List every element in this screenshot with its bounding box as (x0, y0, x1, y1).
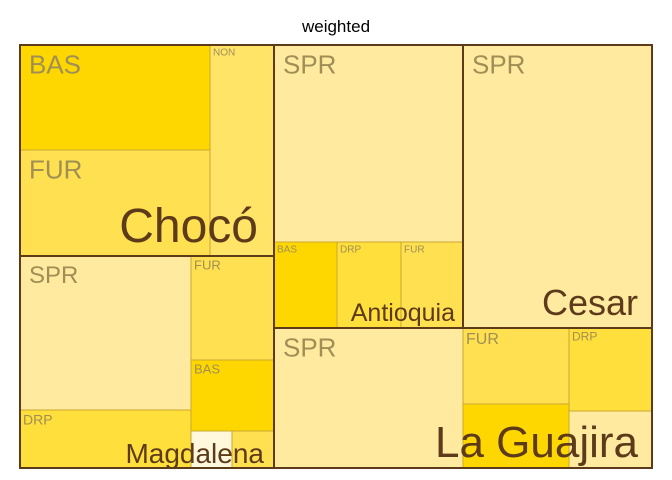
treemap-cell-antioquia-bas: BAS (273, 241, 338, 329)
group-label-la-guajira: La Guajira (435, 418, 639, 467)
treemap-cell-label: NON (213, 48, 235, 59)
cells-layer: BAS FUR NON SPR DRP FUR BAS SPR BAS DRP FUR SPR SPR F… (19, 44, 653, 469)
treemap-cell-choc--bas: BAS (19, 44, 211, 151)
treemap-cell-magdalena-unlabeled-5 (231, 430, 275, 469)
treemap-cell-label: SPR (283, 333, 336, 363)
chart-title: weighted (301, 17, 371, 36)
treemap-cell-label: BAS (194, 361, 220, 376)
treemap-cell-label: FUR (194, 257, 221, 272)
treemap-cell-la-guajira-drp: DRP (568, 327, 653, 412)
treemap-cell-magdalena-spr: SPR (19, 255, 192, 411)
treemap-cell-rect (231, 430, 275, 469)
group-labels-layer: Chocó Magdalena Antioquia Cesar La Guajira (119, 200, 638, 469)
treemap-cell-label: SPR (29, 262, 78, 289)
treemap-cell-rect (273, 44, 464, 243)
treemap-cell-label: DRP (572, 329, 597, 343)
treemap-cell-magdalena-fur: FUR (190, 255, 275, 361)
treemap-cell-antioquia-spr: SPR (273, 44, 464, 243)
treemap-cell-label: BAS (277, 245, 297, 256)
treemap-cell-la-guajira-fur: FUR (462, 327, 570, 405)
group-label-magdalena: Magdalena (125, 438, 264, 469)
treemap-cell-rect (19, 409, 192, 469)
treemap-cell-label: FUR (29, 155, 82, 185)
treemap-cell-rect (190, 359, 275, 432)
treemap-cell-rect (273, 241, 338, 329)
treemap-cell-rect (273, 327, 464, 469)
treemap-cell-label: FUR (466, 331, 499, 348)
treemap-cell-rect (462, 403, 570, 469)
treemap-cell-rect (209, 44, 275, 257)
group-label-choc-: Chocó (119, 200, 258, 253)
treemap-cell-la-guajira-spr: SPR (273, 327, 464, 469)
group-label-cesar: Cesar (542, 282, 638, 323)
treemap-cell-label: DRP (23, 411, 53, 427)
treemap-cell-cesar-spr: SPR (462, 44, 653, 329)
treemap-cell-magdalena-drp: DRP (19, 409, 192, 469)
treemap-cell-choc--non: NON (209, 44, 275, 257)
treemap-cell-antioquia-fur: FUR (400, 241, 464, 329)
treemap-cell-label: BAS (29, 50, 81, 80)
treemap-cell-magdalena-bas: BAS (190, 359, 275, 432)
treemap-cell-rect (336, 241, 402, 329)
group-label-antioquia: Antioquia (351, 299, 455, 327)
treemap-cell-rect (462, 44, 653, 329)
treemap-cell-label: SPR (283, 50, 336, 80)
treemap-cell-rect (400, 241, 464, 329)
treemap-cell-antioquia-drp: DRP (336, 241, 402, 329)
treemap-cell-la-guajira-unlabeled-3 (462, 403, 570, 469)
treemap-cell-label: FUR (404, 245, 425, 256)
group-border-la-guajira (273, 327, 653, 469)
treemap-cell-label: DRP (340, 245, 361, 256)
group-borders-layer (19, 44, 653, 469)
treemap-cell-label: SPR (472, 50, 525, 80)
